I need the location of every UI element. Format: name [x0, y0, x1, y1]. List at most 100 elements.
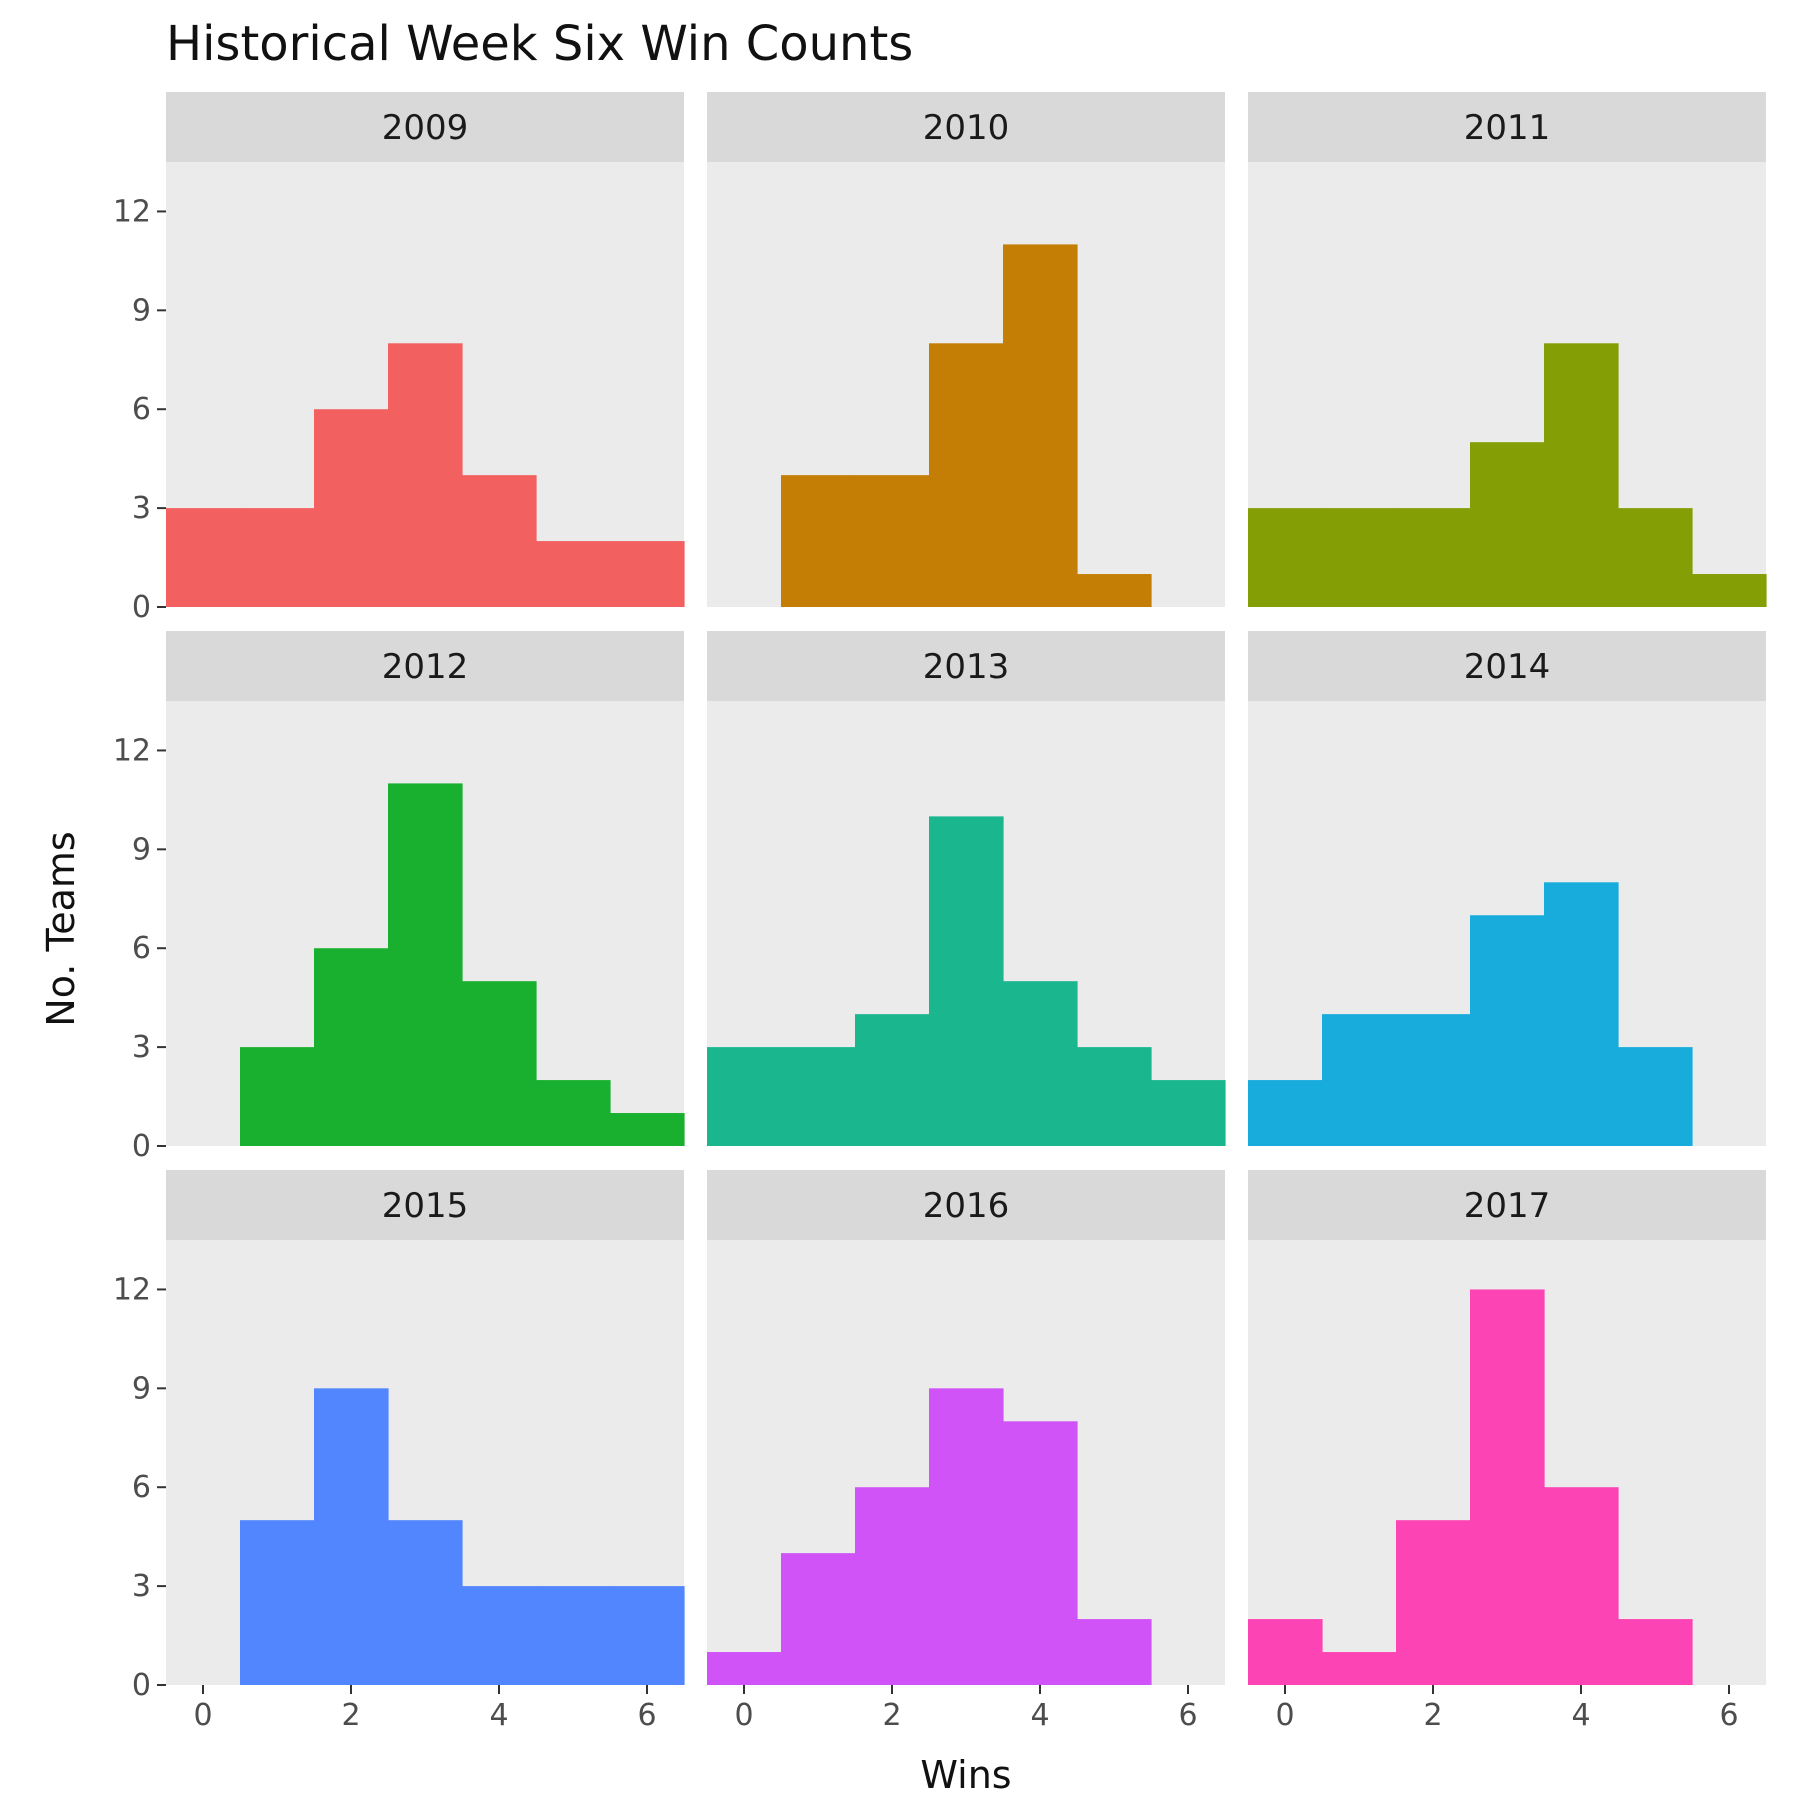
- facet-strip: [707, 631, 1225, 701]
- y-tick-label: 12: [113, 194, 151, 229]
- facet-panel-2012: 2012 0 3 6 9 12: [113, 631, 685, 1164]
- y-tick-label: 3: [132, 491, 151, 526]
- facet-strip: [1248, 92, 1766, 162]
- histogram-bar: [781, 1553, 856, 1685]
- histogram-bar: [462, 475, 537, 607]
- y-tick-label: 9: [132, 832, 151, 867]
- facet-strip: [166, 1170, 684, 1240]
- histogram-bar: [1618, 1047, 1693, 1146]
- facet-strip-label: 2011: [1464, 108, 1551, 148]
- histogram-bar: [240, 1047, 315, 1146]
- histogram-bar: [314, 409, 389, 607]
- facet-strip-label: 2010: [923, 108, 1010, 148]
- facet-panel-2016: 2016 0 2 4 6: [707, 1170, 1225, 1733]
- x-axis-title: Wins: [920, 1753, 1011, 1797]
- y-tick-label: 6: [132, 931, 151, 966]
- histogram-bar: [1077, 1619, 1152, 1685]
- x-tick-label: 4: [1030, 1698, 1049, 1733]
- histogram-bar: [610, 1113, 685, 1146]
- x-tick-label: 6: [1178, 1698, 1197, 1733]
- histogram-bar: [1248, 1619, 1323, 1685]
- facet-strip: [707, 1170, 1225, 1240]
- y-tick-label: 9: [132, 1371, 151, 1406]
- y-tick-label: 0: [132, 590, 151, 625]
- histogram-bar: [462, 1586, 537, 1685]
- y-tick-label: 0: [132, 1129, 151, 1164]
- x-tick-label: 4: [489, 1698, 508, 1733]
- histogram-bar: [240, 508, 315, 607]
- y-tick-label: 3: [132, 1569, 151, 1604]
- y-tick-label: 12: [113, 733, 151, 768]
- histogram-bar: [929, 816, 1004, 1146]
- histogram-bar: [1470, 915, 1545, 1146]
- facet-strip: [1248, 1170, 1766, 1240]
- histogram-bar: [855, 1487, 930, 1685]
- histogram-bar: [1248, 508, 1323, 607]
- facet-strip-label: 2015: [382, 1186, 469, 1226]
- x-tick-label: 0: [193, 1698, 212, 1733]
- chart-title: Historical Week Six Win Counts: [166, 16, 913, 72]
- facet-strip-label: 2013: [923, 647, 1010, 687]
- histogram-bar: [536, 1586, 611, 1685]
- histogram-bar: [855, 1014, 930, 1146]
- facet-strip-label: 2014: [1464, 647, 1551, 687]
- histogram-bar: [1248, 1080, 1323, 1146]
- histogram-bar: [1692, 574, 1767, 607]
- histogram-bar: [462, 981, 537, 1146]
- facet-panel-2017: 2017 0 2 4 6: [1248, 1170, 1766, 1733]
- histogram-bar: [1618, 508, 1693, 607]
- histogram-bar: [1544, 1487, 1619, 1685]
- x-tick-label: 2: [1423, 1698, 1442, 1733]
- y-tick-label: 9: [132, 293, 151, 328]
- y-tick-label: 3: [132, 1030, 151, 1065]
- histogram-bar: [781, 1047, 856, 1146]
- histogram-bar: [1618, 1619, 1693, 1685]
- histogram-bar: [610, 1586, 685, 1685]
- histogram-bar: [1396, 1520, 1471, 1685]
- facet-panel-2013: 2013: [707, 631, 1226, 1146]
- facet-panel-2015: 2015 0 3 6 9 12 0 2 4 6: [113, 1170, 685, 1733]
- histogram-bar: [314, 948, 389, 1146]
- x-tick-label: 0: [734, 1698, 753, 1733]
- histogram-bar: [781, 475, 856, 607]
- facet-strip-label: 2016: [923, 1186, 1010, 1226]
- histogram-bar: [707, 1047, 782, 1146]
- x-tick-label: 2: [882, 1698, 901, 1733]
- facet-panel-2010: 2010: [707, 92, 1225, 607]
- facet-strip: [166, 92, 684, 162]
- histogram-bar: [1470, 1289, 1545, 1685]
- x-tick-label: 6: [637, 1698, 656, 1733]
- histogram-bar: [1396, 508, 1471, 607]
- x-tick-label: 2: [341, 1698, 360, 1733]
- histogram-bar: [166, 508, 241, 607]
- histogram-bar: [1396, 1014, 1471, 1146]
- histogram-bar: [1470, 442, 1545, 607]
- histogram-bar: [314, 1388, 389, 1685]
- histogram-bar: [610, 541, 685, 607]
- histogram-bar: [388, 783, 463, 1146]
- histogram-bar: [929, 1388, 1004, 1685]
- y-tick-label: 6: [132, 392, 151, 427]
- facet-strip-label: 2012: [382, 647, 469, 687]
- x-tick-label: 0: [1275, 1698, 1294, 1733]
- histogram-bar: [1077, 1047, 1152, 1146]
- histogram-bar: [1322, 1652, 1397, 1685]
- histogram-bar: [536, 541, 611, 607]
- histogram-bar: [1077, 574, 1152, 607]
- x-tick-label: 6: [1719, 1698, 1738, 1733]
- histogram-bar: [536, 1080, 611, 1146]
- histogram-bar: [1322, 1014, 1397, 1146]
- histogram-bar: [1544, 343, 1619, 607]
- facet-strip-label: 2009: [382, 108, 469, 148]
- histogram-bar: [1003, 244, 1078, 607]
- facet-panel-2011: 2011: [1248, 92, 1767, 607]
- histogram-bar: [855, 475, 930, 607]
- histogram-bar: [240, 1520, 315, 1685]
- y-tick-label: 0: [132, 1668, 151, 1703]
- histogram-bar: [1003, 1421, 1078, 1685]
- facet-strip: [707, 92, 1225, 162]
- facet-panel-2014: 2014: [1248, 631, 1766, 1146]
- facet-strip: [166, 631, 684, 701]
